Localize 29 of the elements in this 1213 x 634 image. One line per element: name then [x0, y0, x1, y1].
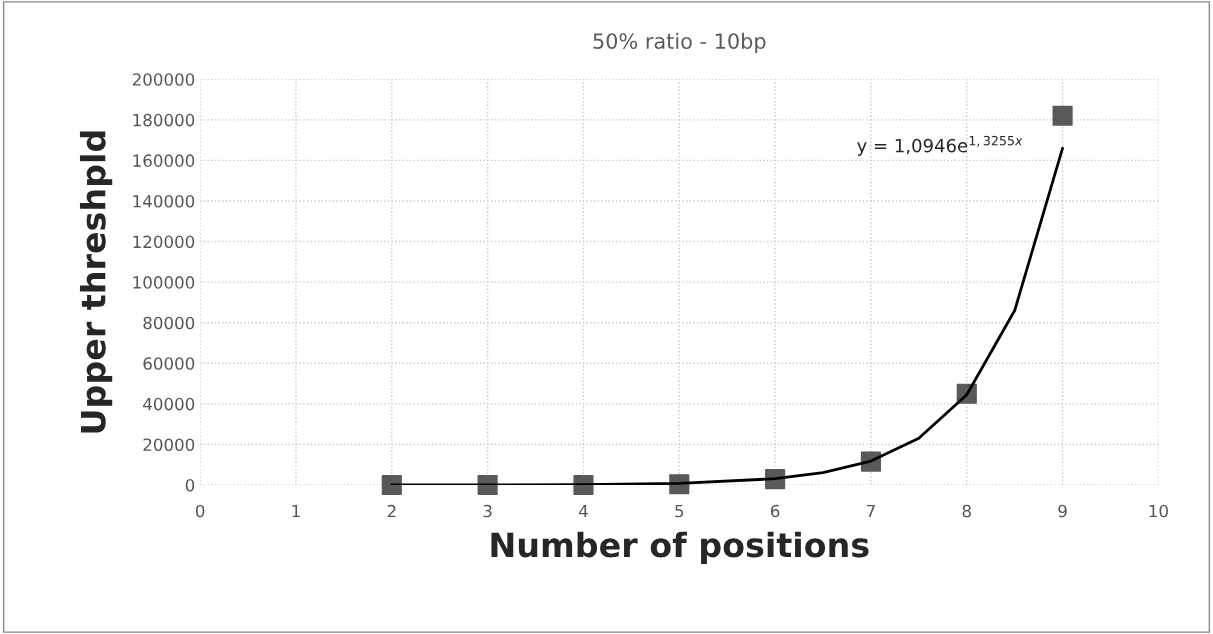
annotation: y = 1,0946e$^{1,3255x}$ [857, 135, 1023, 156]
chart-title: 50% ratio - 10bp [593, 32, 766, 54]
y-tick-label: 0 [185, 478, 195, 492]
y-tick-label: 180000 [133, 113, 195, 127]
y-tick-label: 20000 [143, 438, 195, 451]
point [381, 474, 402, 496]
x-tick-label: 9 [1058, 504, 1067, 518]
x-tick-label: 10 [1149, 504, 1168, 518]
x-tick-label: 8 [962, 504, 971, 518]
point [477, 474, 498, 496]
x-tick-label: 2 [387, 504, 396, 518]
y-tick-label: 40000 [143, 397, 195, 411]
x-tick-label: 5 [675, 504, 684, 518]
y-tick-label: 160000 [133, 154, 195, 167]
y-tick-label: 80000 [143, 316, 195, 330]
y-axis-title: Upper threshpld [79, 131, 113, 433]
y-tick-label: 120000 [133, 235, 195, 249]
x-tick-label: 0 [195, 504, 205, 518]
x-tick-label: 1 [292, 504, 300, 518]
point [1052, 105, 1073, 126]
y-tick-label: 60000 [143, 357, 195, 370]
y-tick-label: 200000 [132, 73, 195, 86]
x-tick-label: 7 [867, 504, 875, 518]
y-tick-label: 140000 [133, 194, 195, 208]
x-tick-label: 3 [483, 504, 492, 518]
y-tick-label: 100000 [133, 276, 195, 289]
x-tick-label: 4 [578, 504, 588, 518]
x-axis-title: Number of positions [491, 531, 869, 564]
x-tick-label: 6 [770, 504, 780, 518]
